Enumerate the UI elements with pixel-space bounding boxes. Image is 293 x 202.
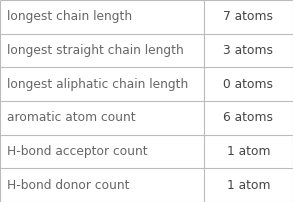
Text: longest straight chain length: longest straight chain length xyxy=(7,44,184,57)
Text: 7 atoms: 7 atoms xyxy=(223,10,273,23)
Text: longest chain length: longest chain length xyxy=(7,10,132,23)
Text: 1 atom: 1 atom xyxy=(226,179,270,192)
Text: 3 atoms: 3 atoms xyxy=(223,44,273,57)
Text: 0 atoms: 0 atoms xyxy=(223,78,273,91)
Text: 1 atom: 1 atom xyxy=(226,145,270,158)
Text: H-bond acceptor count: H-bond acceptor count xyxy=(7,145,148,158)
Text: 6 atoms: 6 atoms xyxy=(223,111,273,124)
Text: longest aliphatic chain length: longest aliphatic chain length xyxy=(7,78,189,91)
Text: aromatic atom count: aromatic atom count xyxy=(7,111,136,124)
Text: H-bond donor count: H-bond donor count xyxy=(7,179,130,192)
